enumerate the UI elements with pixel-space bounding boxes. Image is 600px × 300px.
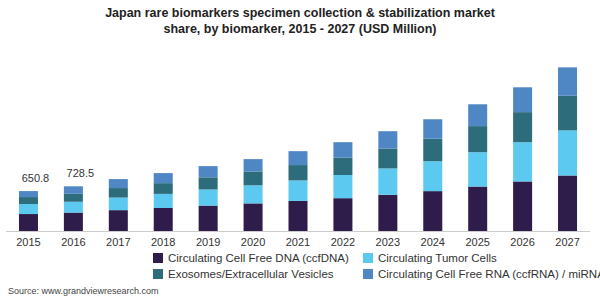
- bar-segment: [423, 139, 442, 162]
- legend-swatch: [153, 253, 163, 263]
- x-tick-label: 2018: [151, 236, 175, 248]
- bar-segment: [333, 142, 352, 157]
- bar-segment: [423, 191, 442, 231]
- bar-segment: [513, 181, 532, 231]
- bar-segment: [19, 191, 38, 197]
- x-tick-label: 2016: [61, 236, 85, 248]
- bar-segment: [244, 172, 263, 186]
- bar-segment: [468, 126, 487, 152]
- legend-label: Circulating Cell Free DNA (ccfDNA): [168, 252, 349, 264]
- bar-segment: [468, 187, 487, 231]
- bar-segment: [64, 213, 83, 231]
- background: [0, 0, 600, 300]
- bar-segment: [333, 175, 352, 198]
- annotation: 728.5: [67, 167, 95, 179]
- bar-segment: [64, 194, 83, 202]
- bar-segment: [423, 161, 442, 191]
- x-tick-label: 2024: [421, 236, 445, 248]
- legend-swatch: [363, 253, 373, 263]
- source: Source: www.grandviewresearch.com: [8, 286, 159, 296]
- x-tick-label: 2020: [241, 236, 265, 248]
- legend-swatch: [153, 269, 163, 279]
- bar-segment: [513, 142, 532, 181]
- bar-segment: [333, 158, 352, 175]
- title-line: Japan rare biomarkers specimen collectio…: [105, 6, 496, 20]
- bar-segment: [19, 204, 38, 214]
- chart-svg: Japan rare biomarkers specimen collectio…: [0, 0, 600, 300]
- legend-swatch: [363, 269, 373, 279]
- bar-segment: [199, 166, 218, 177]
- bar-segment: [19, 214, 38, 231]
- x-tick-label: 2023: [376, 236, 400, 248]
- bar-segment: [109, 188, 128, 198]
- bar-segment: [154, 173, 173, 183]
- bar-segment: [64, 202, 83, 213]
- bar-segment: [154, 194, 173, 208]
- title-line: share, by biomarker, 2015 - 2027 (USD Mi…: [163, 22, 436, 36]
- bar-segment: [244, 185, 263, 203]
- x-tick-label: 2017: [106, 236, 130, 248]
- bar-segment: [468, 152, 487, 186]
- x-tick-label: 2015: [16, 236, 40, 248]
- x-tick-label: 2026: [510, 236, 534, 248]
- x-tick-label: 2022: [331, 236, 355, 248]
- bar-segment: [19, 197, 38, 204]
- bar-segment: [333, 198, 352, 231]
- bar-segment: [558, 96, 577, 131]
- bar-segment: [558, 67, 577, 95]
- title: Japan rare biomarkers specimen collectio…: [105, 6, 496, 36]
- bar-segment: [289, 151, 308, 165]
- annotation: 650.8: [22, 172, 50, 184]
- x-tick-label: 2027: [555, 236, 579, 248]
- bar-segment: [199, 206, 218, 231]
- bar-segment: [378, 168, 397, 194]
- legend-label: Exosomes/Extracellular Vesicles: [168, 268, 334, 280]
- bar-segment: [154, 183, 173, 194]
- bar-segment: [289, 180, 308, 201]
- bar-segment: [378, 149, 397, 169]
- bar-segment: [199, 177, 218, 189]
- legend-label: Circulating Tumor Cells: [378, 252, 497, 264]
- bar-segment: [378, 195, 397, 231]
- bar-segment: [513, 112, 532, 142]
- bar-segment: [423, 119, 442, 138]
- bar-segment: [154, 208, 173, 231]
- bar-segment: [244, 159, 263, 171]
- x-axis-line: [6, 231, 590, 232]
- bar-segment: [109, 198, 128, 211]
- bar-segment: [199, 189, 218, 205]
- bar-segment: [513, 87, 532, 112]
- bar-segment: [468, 104, 487, 126]
- bar-segment: [244, 203, 263, 231]
- bar-segment: [558, 175, 577, 231]
- bar-segment: [109, 179, 128, 188]
- bar-segment: [558, 130, 577, 175]
- x-tick-label: 2025: [465, 236, 489, 248]
- bar-segment: [109, 210, 128, 231]
- bar-segment: [378, 131, 397, 148]
- bar-segment: [64, 186, 83, 193]
- legend-label: Circulating Cell Free RNA (ccfRNA) / miR…: [378, 268, 600, 280]
- bar-segment: [289, 165, 308, 180]
- bars: [19, 67, 577, 231]
- x-tick-label: 2021: [286, 236, 310, 248]
- bar-segment: [289, 201, 308, 231]
- x-tick-label: 2019: [196, 236, 220, 248]
